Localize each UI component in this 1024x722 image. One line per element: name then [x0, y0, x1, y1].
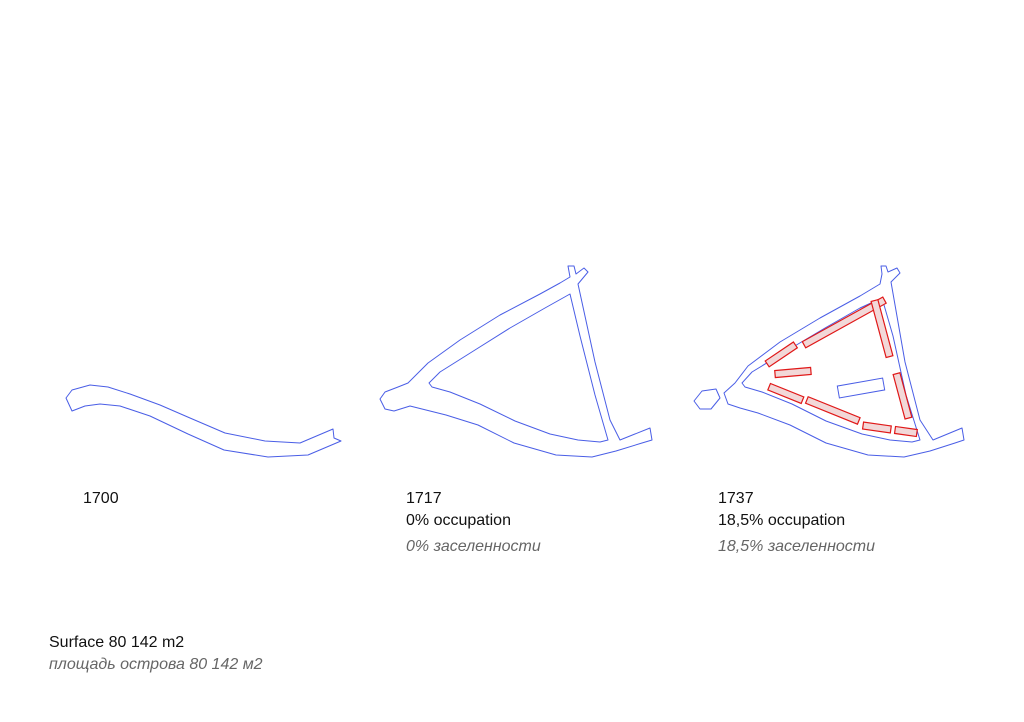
small-island-outline-1737	[693, 388, 721, 410]
riverbank-outline-1700	[65, 384, 342, 458]
building-8	[861, 421, 892, 434]
occupation-label-1737: 18,5% occupation	[718, 512, 846, 529]
building-4	[870, 298, 894, 359]
map-1717	[379, 265, 653, 458]
year-label-1700: 1700	[83, 490, 119, 507]
building-9	[893, 425, 918, 438]
surface-summary: Surface 80 142 m2 площадь острова 80 142…	[49, 632, 263, 676]
occupation-label-ru-1717: 0% заселенности	[406, 538, 541, 555]
island-inner-outline-1737	[741, 297, 921, 443]
island-inner-outline-1717	[428, 293, 609, 443]
building-2	[764, 341, 799, 368]
island-outline-1737	[723, 265, 965, 458]
occupation-label-1717: 0% occupation	[406, 512, 511, 529]
map-1737	[693, 265, 965, 458]
year-label-1717: 1717	[406, 490, 442, 507]
building-5	[892, 372, 913, 420]
surface-label-ru: площадь острова 80 142 м2	[49, 656, 263, 673]
building-3	[774, 366, 812, 379]
caption-1717: 1717 0% occupation 0% заселенности	[406, 488, 541, 558]
caption-1700: 1700	[83, 488, 119, 510]
occupation-label-ru-1737: 18,5% заселенности	[718, 538, 875, 555]
building-1	[801, 296, 887, 349]
year-label-1737: 1737	[718, 490, 754, 507]
building-7	[804, 395, 861, 425]
map-1700	[65, 384, 342, 458]
building-6	[767, 382, 805, 405]
surface-label: Surface 80 142 m2	[49, 634, 185, 651]
empty-plot	[836, 377, 886, 399]
caption-1737: 1737 18,5% occupation 18,5% заселенности	[718, 488, 875, 558]
island-outline-1717	[379, 265, 653, 458]
